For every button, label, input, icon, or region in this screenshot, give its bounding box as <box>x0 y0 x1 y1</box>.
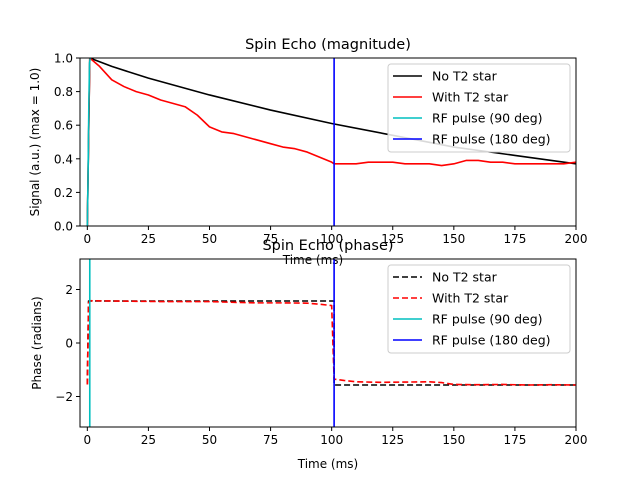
magnitude-plot-area: 0 25 50 75 100 125 150 175 200 0.0 0.2 0.4 0.6 0.8 1.0… <box>54 52 588 247</box>
magnitude-legend-box <box>387 63 571 153</box>
phase-series-line-1 <box>86 299 576 386</box>
magnitude-series-line-2 <box>86 58 92 226</box>
phase-x-tick-label: 50 <box>202 433 217 447</box>
magnitude-x-tick-label: 50 <box>202 232 217 246</box>
phase-legend-label: No T2 star <box>432 270 498 285</box>
magnitude-x-tick-label: 200 <box>565 232 588 246</box>
magnitude-y-tick-label: 0.6 <box>54 119 73 133</box>
phase-y-tick-label: −2 <box>55 390 73 404</box>
phase-y-tick-label: 0 <box>65 337 73 351</box>
magnitude-y-axis-label: Signal (a.u.) (max = 1.0) <box>28 68 42 217</box>
phase-series-line-0 <box>86 300 576 386</box>
magnitude-legend: No T2 star With T2 star RF pulse (90 deg) R… <box>387 63 571 153</box>
phase-x-tick-label: 75 <box>263 433 278 447</box>
phase-series-group <box>86 259 576 427</box>
phase-x-tick-label: 100 <box>320 433 343 447</box>
magnitude-x-tick-label: 75 <box>263 232 278 246</box>
phase-x-axis-label: Time (ms) <box>297 457 359 471</box>
magnitude-y-tick-label: 0.4 <box>54 152 73 166</box>
magnitude-chart: Spin Echo (magnitude) Signal (a.u.) (max… <box>28 37 587 267</box>
phase-legend-label: RF pulse (90 deg) <box>432 312 543 327</box>
magnitude-legend-label: RF pulse (90 deg) <box>432 111 543 126</box>
magnitude-series-line-1 <box>86 58 576 226</box>
magnitude-y-tick-label: 0.8 <box>54 85 73 99</box>
phase-legend-box <box>387 264 571 354</box>
phase-x-tick-label: 175 <box>503 433 526 447</box>
phase-y-axis-label: Phase (radians) <box>30 296 44 389</box>
magnitude-x-tick-label: 100 <box>320 232 343 246</box>
magnitude-axes-frame <box>79 57 577 227</box>
phase-legend-label: RF pulse (180 deg) <box>432 333 551 348</box>
phase-x-tick-label: 125 <box>381 433 404 447</box>
phase-plot-area: 0 25 50 75 100 125 150 175 200 −2 0 2 No T2 star With… <box>55 258 588 447</box>
phase-y-tick-label: 2 <box>65 283 73 297</box>
phase-x-tick-label: 150 <box>442 433 465 447</box>
magnitude-legend-label: RF pulse (180 deg) <box>432 132 551 147</box>
magnitude-x-tick-label: 125 <box>381 232 404 246</box>
phase-x-tick-label: 200 <box>565 433 588 447</box>
magnitude-x-axis-label: Time (ms) <box>282 253 344 267</box>
phase-chart-title: Spin Echo (phase) <box>262 238 393 254</box>
magnitude-y-tick-label: 0.0 <box>54 220 73 234</box>
magnitude-x-tick-label: 150 <box>442 232 465 246</box>
magnitude-y-tick-label: 1.0 <box>54 52 73 66</box>
magnitude-x-tick-label: 0 <box>84 232 92 246</box>
magnitude-x-tick-label: 175 <box>503 232 526 246</box>
phase-chart: Time (ms) Phase (radians) 0 25 50 75 100 125 1… <box>30 238 587 471</box>
phase-x-tick-label: 25 <box>141 433 156 447</box>
magnitude-chart-title: Spin Echo (magnitude) <box>245 37 411 53</box>
magnitude-legend-label: No T2 star <box>432 69 498 84</box>
phase-x-tick-label: 0 <box>84 433 92 447</box>
phase-legend-label: With T2 star <box>432 291 509 306</box>
phase-legend: No T2 star With T2 star RF pulse (90 deg) R… <box>387 264 571 354</box>
magnitude-y-tick-label: 0.2 <box>54 186 73 200</box>
magnitude-x-tick-label: 25 <box>141 232 156 246</box>
magnitude-legend-label: With T2 star <box>432 90 509 105</box>
